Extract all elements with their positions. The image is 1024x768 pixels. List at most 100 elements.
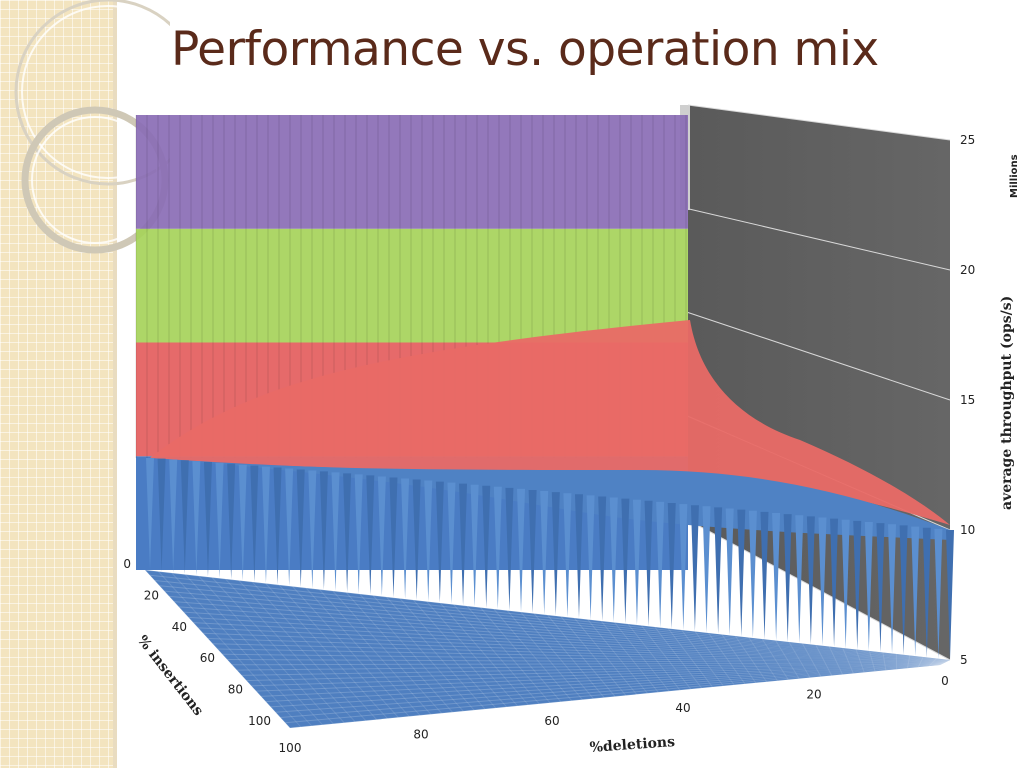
band-15-20 [136,228,688,343]
floor-gridline [587,619,648,694]
surface-rib [215,462,224,578]
deletions-tick-label: 80 [413,728,428,742]
floor-gridline [681,629,724,687]
surface-rib [482,485,491,608]
floor-gridlines [144,569,951,729]
surface-rib [899,525,908,655]
floor-gridline [748,637,778,682]
floor-gridline [641,625,692,690]
floor-gridline [882,652,887,671]
surface-rib [296,469,305,587]
surface-rib [192,461,201,576]
floor-gridline [231,662,945,666]
surface-rib [609,497,618,623]
floor-gridline [842,647,854,674]
surface-rib [679,504,688,630]
surface-rib [435,481,444,603]
surface-rib [238,464,247,581]
floor-gridline [212,643,946,663]
floor-gridline [207,637,946,663]
floor-gridline [547,614,616,697]
surface-rib [632,499,641,625]
surface-rib [273,467,282,585]
floor-gridline [480,607,562,703]
floor-gridline [251,581,378,720]
floor-gridline [292,586,410,717]
z-tick-label: 25 [960,133,975,147]
floor-gridline [154,580,950,661]
surface-rib [261,466,270,584]
deletions-tick-label: 0 [941,674,949,688]
surface-rib [760,511,769,640]
floor-gridline [183,611,948,662]
floor-gridline [907,655,911,669]
floor-gridline [238,580,367,721]
floor-gridline [573,617,638,695]
floor-gridline [188,616,948,662]
surface-rib [505,487,514,611]
surface-rib [459,483,468,606]
surface-rib [737,509,746,637]
surface-rib [470,484,479,607]
surface-rib [725,508,734,636]
floor-gridline [928,658,937,667]
floor-gridline [319,589,432,715]
floor-gridline [734,635,768,683]
floor-gridline [520,611,594,699]
surface-rib [331,472,340,591]
floor-gridline [667,628,713,688]
floor-gridline [275,664,942,713]
insertions-tick-label: 0 [123,557,131,571]
deletions-axis-title: %deletions [589,734,675,756]
floor-gridline [270,663,942,708]
insertions-tick-label: 60 [200,651,215,665]
surface-rib [250,465,259,582]
z-axis-title: average throughput (ops/s) [999,296,1015,510]
floor-gridline [246,663,944,682]
floor-gridline [149,574,950,661]
floor-gridline [775,640,800,679]
floor-gridline [801,643,822,677]
surface-rib [922,527,931,658]
surface-rib [598,496,607,621]
surface-rib [714,507,723,634]
floor-gridline [222,653,945,664]
floor-gridline [708,632,746,685]
floor-gridline [211,577,345,724]
deletions-tick-label: 60 [544,714,559,728]
surface-rib [864,522,873,651]
floor-gridline [788,641,811,678]
z-tick-label: 20 [960,263,975,277]
back-wall [688,105,950,660]
floor-gridline [225,578,356,723]
floor-gridline [627,623,681,691]
floor-gridline [917,656,924,668]
surface-rib [319,471,328,590]
surface-rib [702,506,711,633]
z-tick-label: 10 [960,523,975,537]
floor-gridline [721,634,757,684]
floor-gridline [439,602,529,706]
surface-rib [911,526,920,657]
insertions-tick-label: 80 [228,683,243,697]
floor-gridline [285,664,941,724]
surface-rib [818,517,827,646]
floor-gridline [260,663,943,697]
floor-gridline [453,604,540,705]
floor-gridline [265,583,388,719]
floor-gridline [614,622,670,692]
floor-gridline [198,575,334,725]
deletions-tick-label: 100 [279,741,302,755]
floor-gridline [251,663,943,687]
floor-gridline [144,569,291,729]
surface-rib [795,515,804,644]
floor-gridline [386,596,486,710]
floor-gridline [654,626,703,689]
floor-gridline [869,650,876,672]
wall-gridline [687,312,951,401]
floor-gridline [171,572,313,727]
floor-gridline [278,584,399,718]
surface-rib [888,524,897,654]
insertions-tick-label: 40 [172,620,187,634]
